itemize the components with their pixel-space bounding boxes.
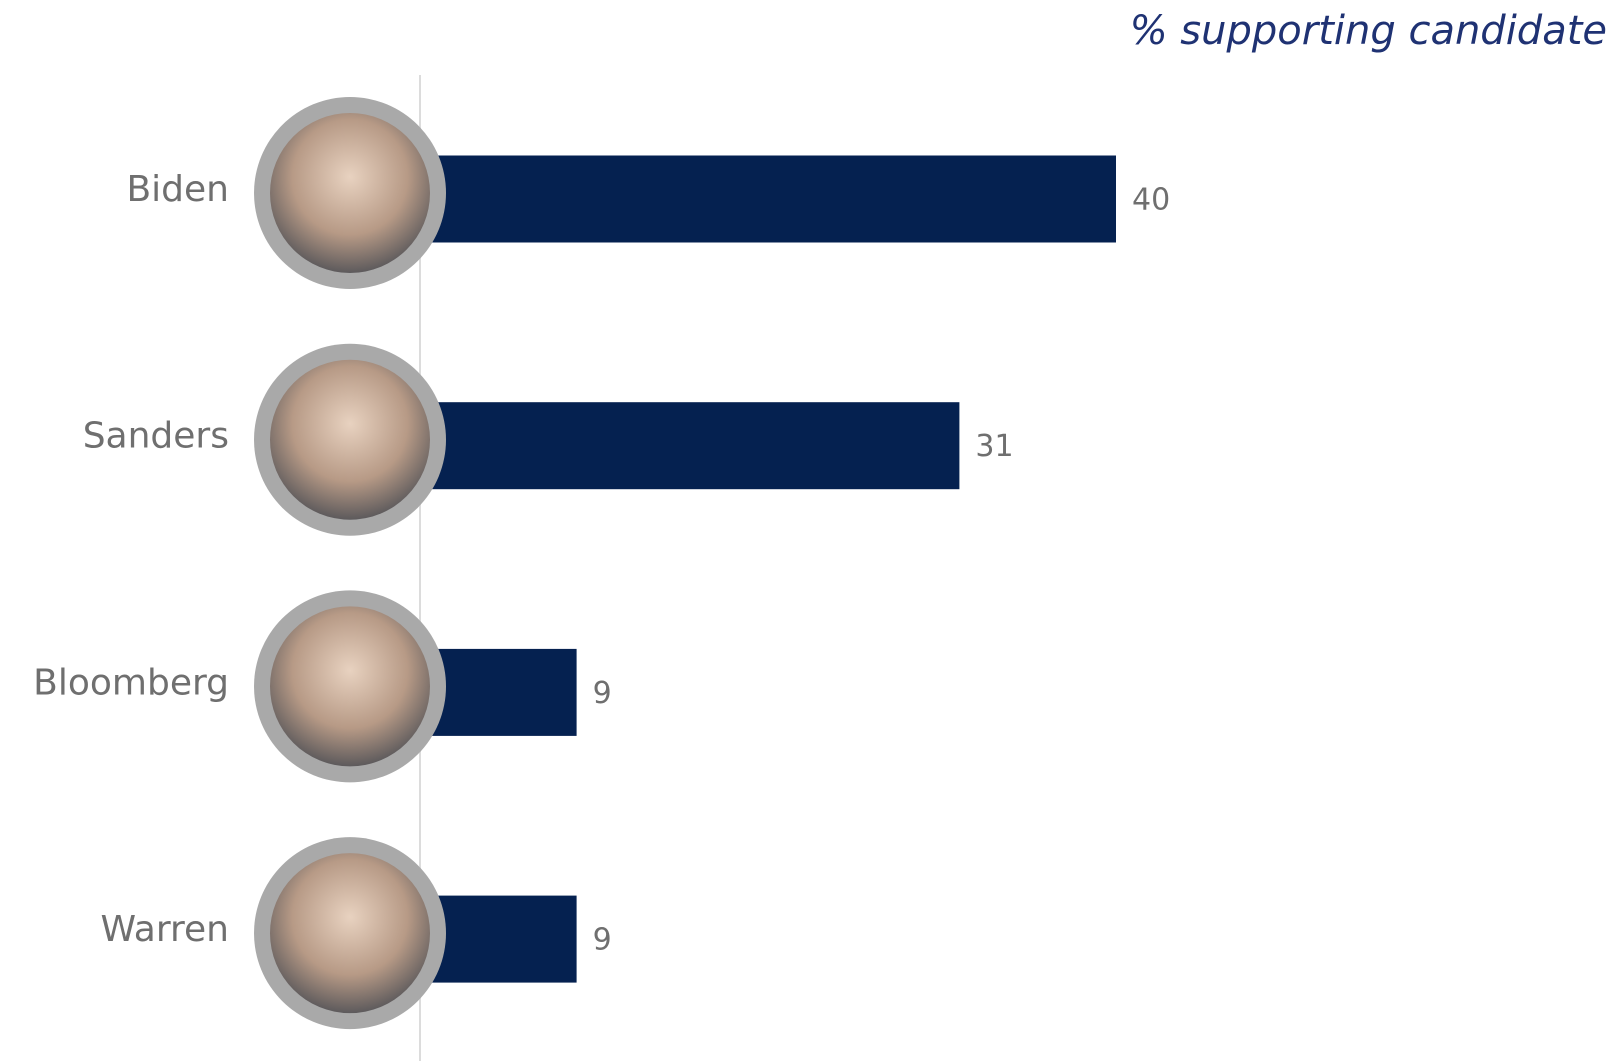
avatar-photo	[270, 606, 430, 767]
avatar-photo	[270, 359, 430, 520]
category-label: Bloomberg	[33, 662, 229, 703]
value-label: 31	[975, 429, 1013, 464]
bar	[420, 155, 1116, 243]
bar	[420, 402, 960, 490]
category-label: Sanders	[83, 416, 229, 457]
bar	[420, 895, 577, 983]
value-label: 9	[593, 923, 612, 958]
category-label: Biden	[126, 169, 229, 210]
value-label: 40	[1132, 183, 1170, 218]
avatar-photo	[270, 113, 430, 273]
bar	[420, 648, 577, 736]
avatar-photo	[270, 853, 430, 1014]
chart-title: % supporting candidate	[1130, 8, 1607, 54]
category-label: Warren	[101, 909, 230, 950]
value-label: 9	[593, 676, 612, 711]
